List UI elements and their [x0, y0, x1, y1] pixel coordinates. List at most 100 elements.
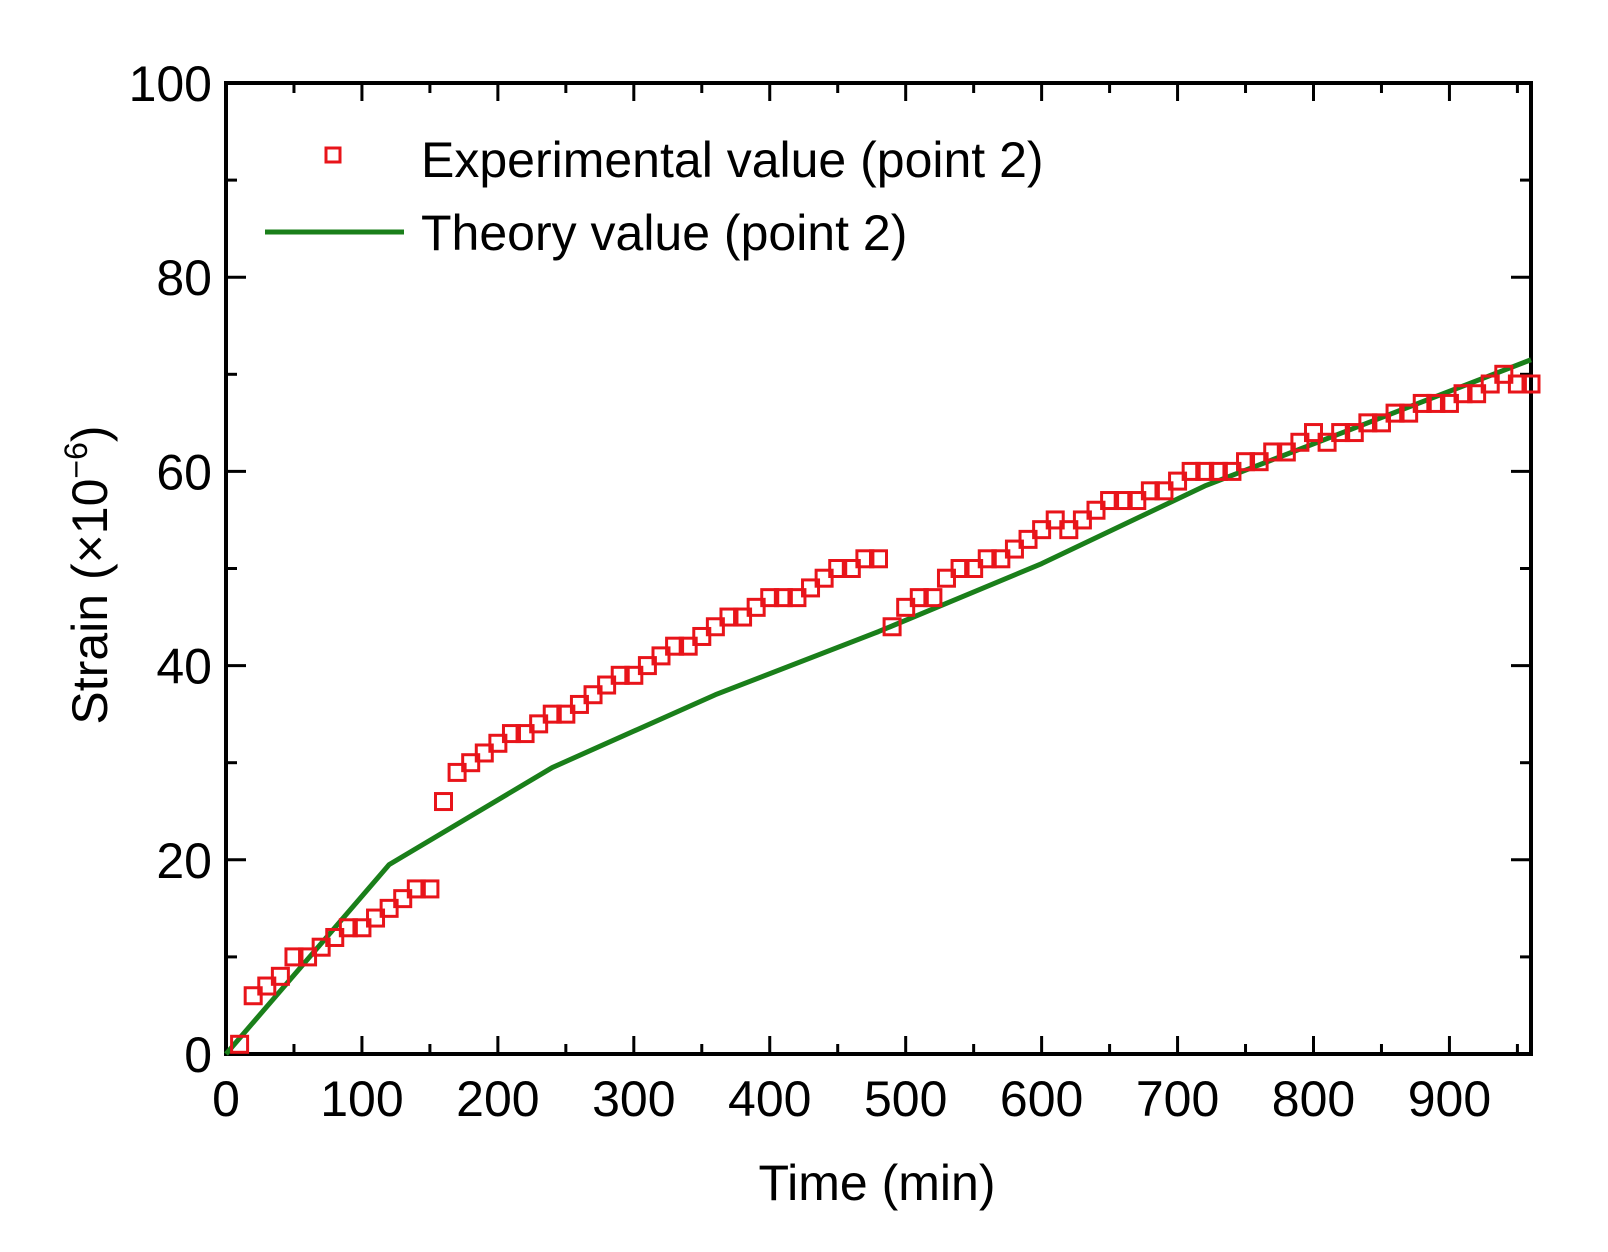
experimental-point: [1331, 423, 1351, 443]
experimental-point: [352, 918, 372, 938]
experimental-point: [1086, 500, 1106, 520]
x-tick-labels: 0 100 200 300 400 500 600 700 800 900: [212, 1071, 1491, 1127]
experimental-point: [1507, 374, 1527, 394]
experimental-point: [542, 704, 562, 724]
experimental-point: [1276, 442, 1296, 462]
experimental-point: [1059, 520, 1079, 540]
experimental-point: [515, 724, 535, 744]
experimental-point: [583, 685, 603, 705]
experimental-point: [1521, 374, 1541, 394]
experimental-point: [1439, 393, 1459, 413]
experimental-point: [1317, 432, 1337, 452]
experimental-point: [488, 733, 508, 753]
experimental-point: [936, 568, 956, 588]
experimental-point: [1385, 403, 1405, 423]
experimental-point: [1195, 461, 1215, 481]
experimental-point: [1494, 364, 1514, 384]
y-tick-label: 100: [129, 56, 212, 112]
experimental-point: [284, 947, 304, 967]
experimental-point: [1263, 442, 1283, 462]
experimental-point: [447, 762, 467, 782]
x-tick-label: 300: [592, 1071, 675, 1127]
experimental-point: [1032, 520, 1052, 540]
y-tick-label: 60: [156, 444, 212, 500]
experimental-point: [597, 675, 617, 695]
legend: Experimental value (point 2) Theory valu…: [265, 132, 1044, 261]
experimental-point: [1127, 491, 1147, 511]
experimental-point: [311, 937, 331, 957]
experimental-point: [705, 617, 725, 637]
experimental-point: [434, 792, 453, 812]
experimental-point: [909, 588, 929, 608]
experimental-point: [692, 626, 712, 646]
y-tick-label: 80: [156, 250, 212, 306]
experimental-point: [991, 549, 1011, 569]
experimental-point: [366, 908, 386, 928]
experimental-point: [651, 646, 671, 666]
legend-label-experimental: Experimental value (point 2): [421, 132, 1044, 188]
experimental-point: [665, 636, 685, 656]
experimental-point: [923, 588, 943, 608]
experimental-point: [733, 607, 753, 627]
x-tick-label: 500: [864, 1071, 947, 1127]
experimental-point: [1222, 461, 1242, 481]
y-tick-labels: 0 20 40 60 80 100: [129, 56, 212, 1083]
experimental-point: [325, 927, 345, 947]
experimental-point: [230, 1034, 250, 1054]
experimental-point: [678, 636, 698, 656]
experimental-point: [1004, 539, 1024, 559]
experimental-point: [801, 578, 821, 598]
experimental-point: [964, 559, 984, 578]
experimental-point: [719, 607, 739, 627]
experimental-point: [406, 879, 426, 899]
experimental-point: [1168, 471, 1188, 491]
y-tick-label: 40: [156, 639, 212, 695]
y-axis-title: Strain (×10−6): [58, 425, 118, 724]
experimental-point: [760, 588, 780, 608]
experimental-point: [1140, 481, 1160, 501]
experimental-point: [569, 694, 589, 714]
experimental-point: [338, 918, 358, 938]
experimental-point: [1290, 432, 1310, 452]
experimental-series: [230, 364, 1541, 1054]
x-tick-label: 700: [1136, 1071, 1219, 1127]
experimental-point: [637, 656, 657, 676]
theory-series: [224, 357, 1532, 1056]
y-axis-title-exponent: −6: [58, 442, 94, 478]
experimental-point: [393, 889, 413, 909]
experimental-point: [787, 588, 807, 608]
experimental-point: [814, 568, 834, 588]
y-axis-title-suffix: ): [62, 425, 118, 442]
experimental-point: [501, 724, 521, 744]
experimental-point: [1426, 393, 1446, 413]
y-tick-label: 20: [156, 833, 212, 889]
experimental-point: [243, 986, 263, 1006]
experimental-point: [257, 976, 277, 996]
experimental-point: [1045, 510, 1065, 530]
experimental-point: [420, 879, 440, 899]
legend-marker-experimental: [324, 146, 342, 164]
experimental-point: [379, 898, 399, 918]
experimental-point: [855, 549, 875, 569]
experimental-point: [1236, 452, 1256, 472]
experimental-point: [746, 597, 766, 617]
experimental-point: [869, 549, 888, 569]
experimental-point: [556, 704, 576, 724]
y-tick-label: 0: [184, 1027, 212, 1083]
x-tick-label: 900: [1408, 1071, 1491, 1127]
experimental-point: [1467, 384, 1487, 404]
experimental-point: [461, 753, 481, 773]
experimental-point: [1113, 491, 1133, 511]
theory-line: [224, 357, 1532, 1056]
experimental-point: [950, 559, 970, 578]
experimental-point: [529, 714, 549, 734]
experimental-point: [1480, 374, 1500, 394]
experimental-point: [1344, 423, 1364, 443]
experimental-point: [977, 549, 997, 569]
experimental-point: [1412, 393, 1432, 413]
experimental-point: [773, 588, 793, 608]
experimental-point: [624, 665, 644, 685]
experimental-point: [1181, 461, 1201, 481]
experimental-point: [841, 559, 861, 578]
